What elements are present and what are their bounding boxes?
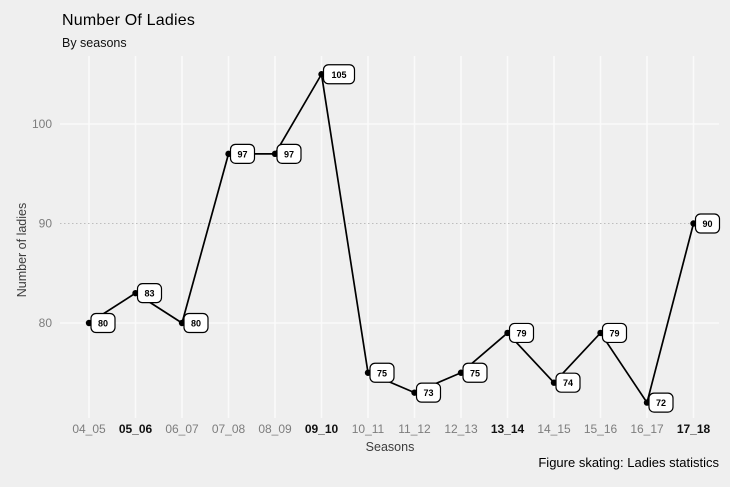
data-label-box xyxy=(136,283,163,304)
data-label-box xyxy=(276,143,302,164)
x-tick-label: 12_13 xyxy=(444,422,478,436)
x-tick-label: 05_06 xyxy=(119,422,153,436)
chart-title: Number Of Ladies xyxy=(62,12,196,29)
data-label-box xyxy=(369,362,395,383)
data-label: 73 xyxy=(423,388,433,398)
y-tick-label: 100 xyxy=(32,117,52,131)
data-label: 72 xyxy=(656,398,666,408)
data-label: 83 xyxy=(144,289,154,299)
x-tick-label: 10_11 xyxy=(352,422,385,436)
x-axis-title: Seasons xyxy=(365,440,415,454)
x-tick-label: 07_08 xyxy=(212,422,246,436)
data-label-box xyxy=(229,143,256,164)
x-tick-label: 15_16 xyxy=(584,422,618,436)
data-label: 75 xyxy=(470,368,480,378)
data-label-box xyxy=(694,213,721,234)
x-tick-label: 11_12 xyxy=(398,422,431,436)
x-tick-label: 16_17 xyxy=(630,422,664,436)
data-label-box xyxy=(322,64,356,85)
x-tick-label: 14_15 xyxy=(537,422,571,436)
data-label-box xyxy=(183,312,209,334)
data-label: 74 xyxy=(563,378,573,388)
data-label-box xyxy=(508,322,535,344)
data-label-box xyxy=(555,372,581,393)
data-label: 79 xyxy=(516,328,526,338)
data-label: 80 xyxy=(98,319,108,329)
x-tick-label: 06_07 xyxy=(165,422,199,436)
data-label: 97 xyxy=(237,149,247,159)
data-label-box xyxy=(462,362,488,383)
data-label-box xyxy=(601,322,628,344)
y-axis-title: Number of ladies xyxy=(15,202,29,298)
chart-caption: Figure skating: Ladies statistics xyxy=(538,455,719,470)
data-label: 79 xyxy=(609,328,619,338)
data-label-box xyxy=(415,382,442,403)
data-label-box xyxy=(648,392,674,413)
x-tick-label: 13_14 xyxy=(491,422,525,436)
x-tick-label: 08_09 xyxy=(258,422,292,436)
data-label: 90 xyxy=(702,219,712,229)
y-tick-label: 80 xyxy=(39,316,53,330)
chart-subtitle: By seasons xyxy=(62,36,127,50)
series-line xyxy=(88,73,695,404)
data-label: 75 xyxy=(377,368,387,378)
data-label: 105 xyxy=(331,70,346,80)
data-label: 80 xyxy=(191,319,201,329)
data-label-box xyxy=(90,312,116,334)
x-tick-label: 09_10 xyxy=(305,422,339,436)
x-tick-label: 17_18 xyxy=(677,422,711,436)
x-tick-label: 04_05 xyxy=(72,422,106,436)
data-label: 97 xyxy=(284,149,294,159)
y-tick-label: 90 xyxy=(39,217,53,231)
